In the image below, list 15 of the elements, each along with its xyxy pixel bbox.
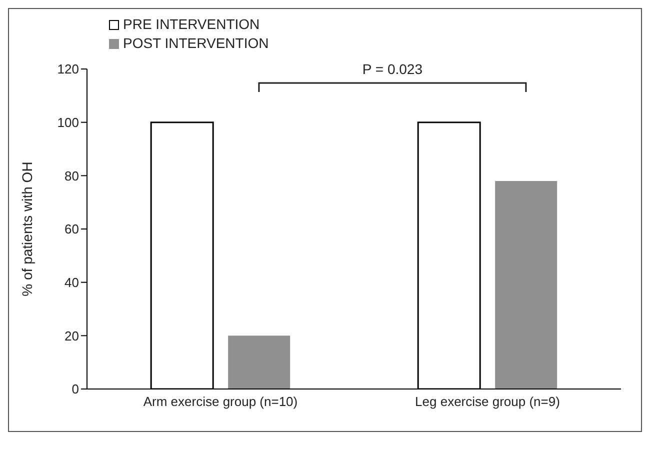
legend-label: POST INTERVENTION bbox=[123, 34, 269, 53]
y-axis-title: % of patients with OH bbox=[18, 162, 35, 296]
y-tick-label: 20 bbox=[64, 328, 79, 344]
x-tick-label: Leg exercise group (n=9) bbox=[415, 394, 560, 410]
legend-label: PRE INTERVENTION bbox=[123, 15, 260, 34]
y-tick-label: 80 bbox=[64, 168, 79, 184]
y-tick-label: 60 bbox=[64, 222, 79, 237]
y-tick-label: 100 bbox=[57, 114, 79, 130]
annotation: P = 0.023 bbox=[362, 61, 423, 77]
y-tick-label: 120 bbox=[57, 62, 79, 77]
bar bbox=[228, 336, 290, 389]
bar bbox=[495, 181, 558, 389]
y-tick-label: 0 bbox=[72, 382, 79, 397]
y-tick-label: 40 bbox=[64, 274, 79, 290]
x-tick-label: Arm exercise group (n=10) bbox=[143, 394, 298, 410]
